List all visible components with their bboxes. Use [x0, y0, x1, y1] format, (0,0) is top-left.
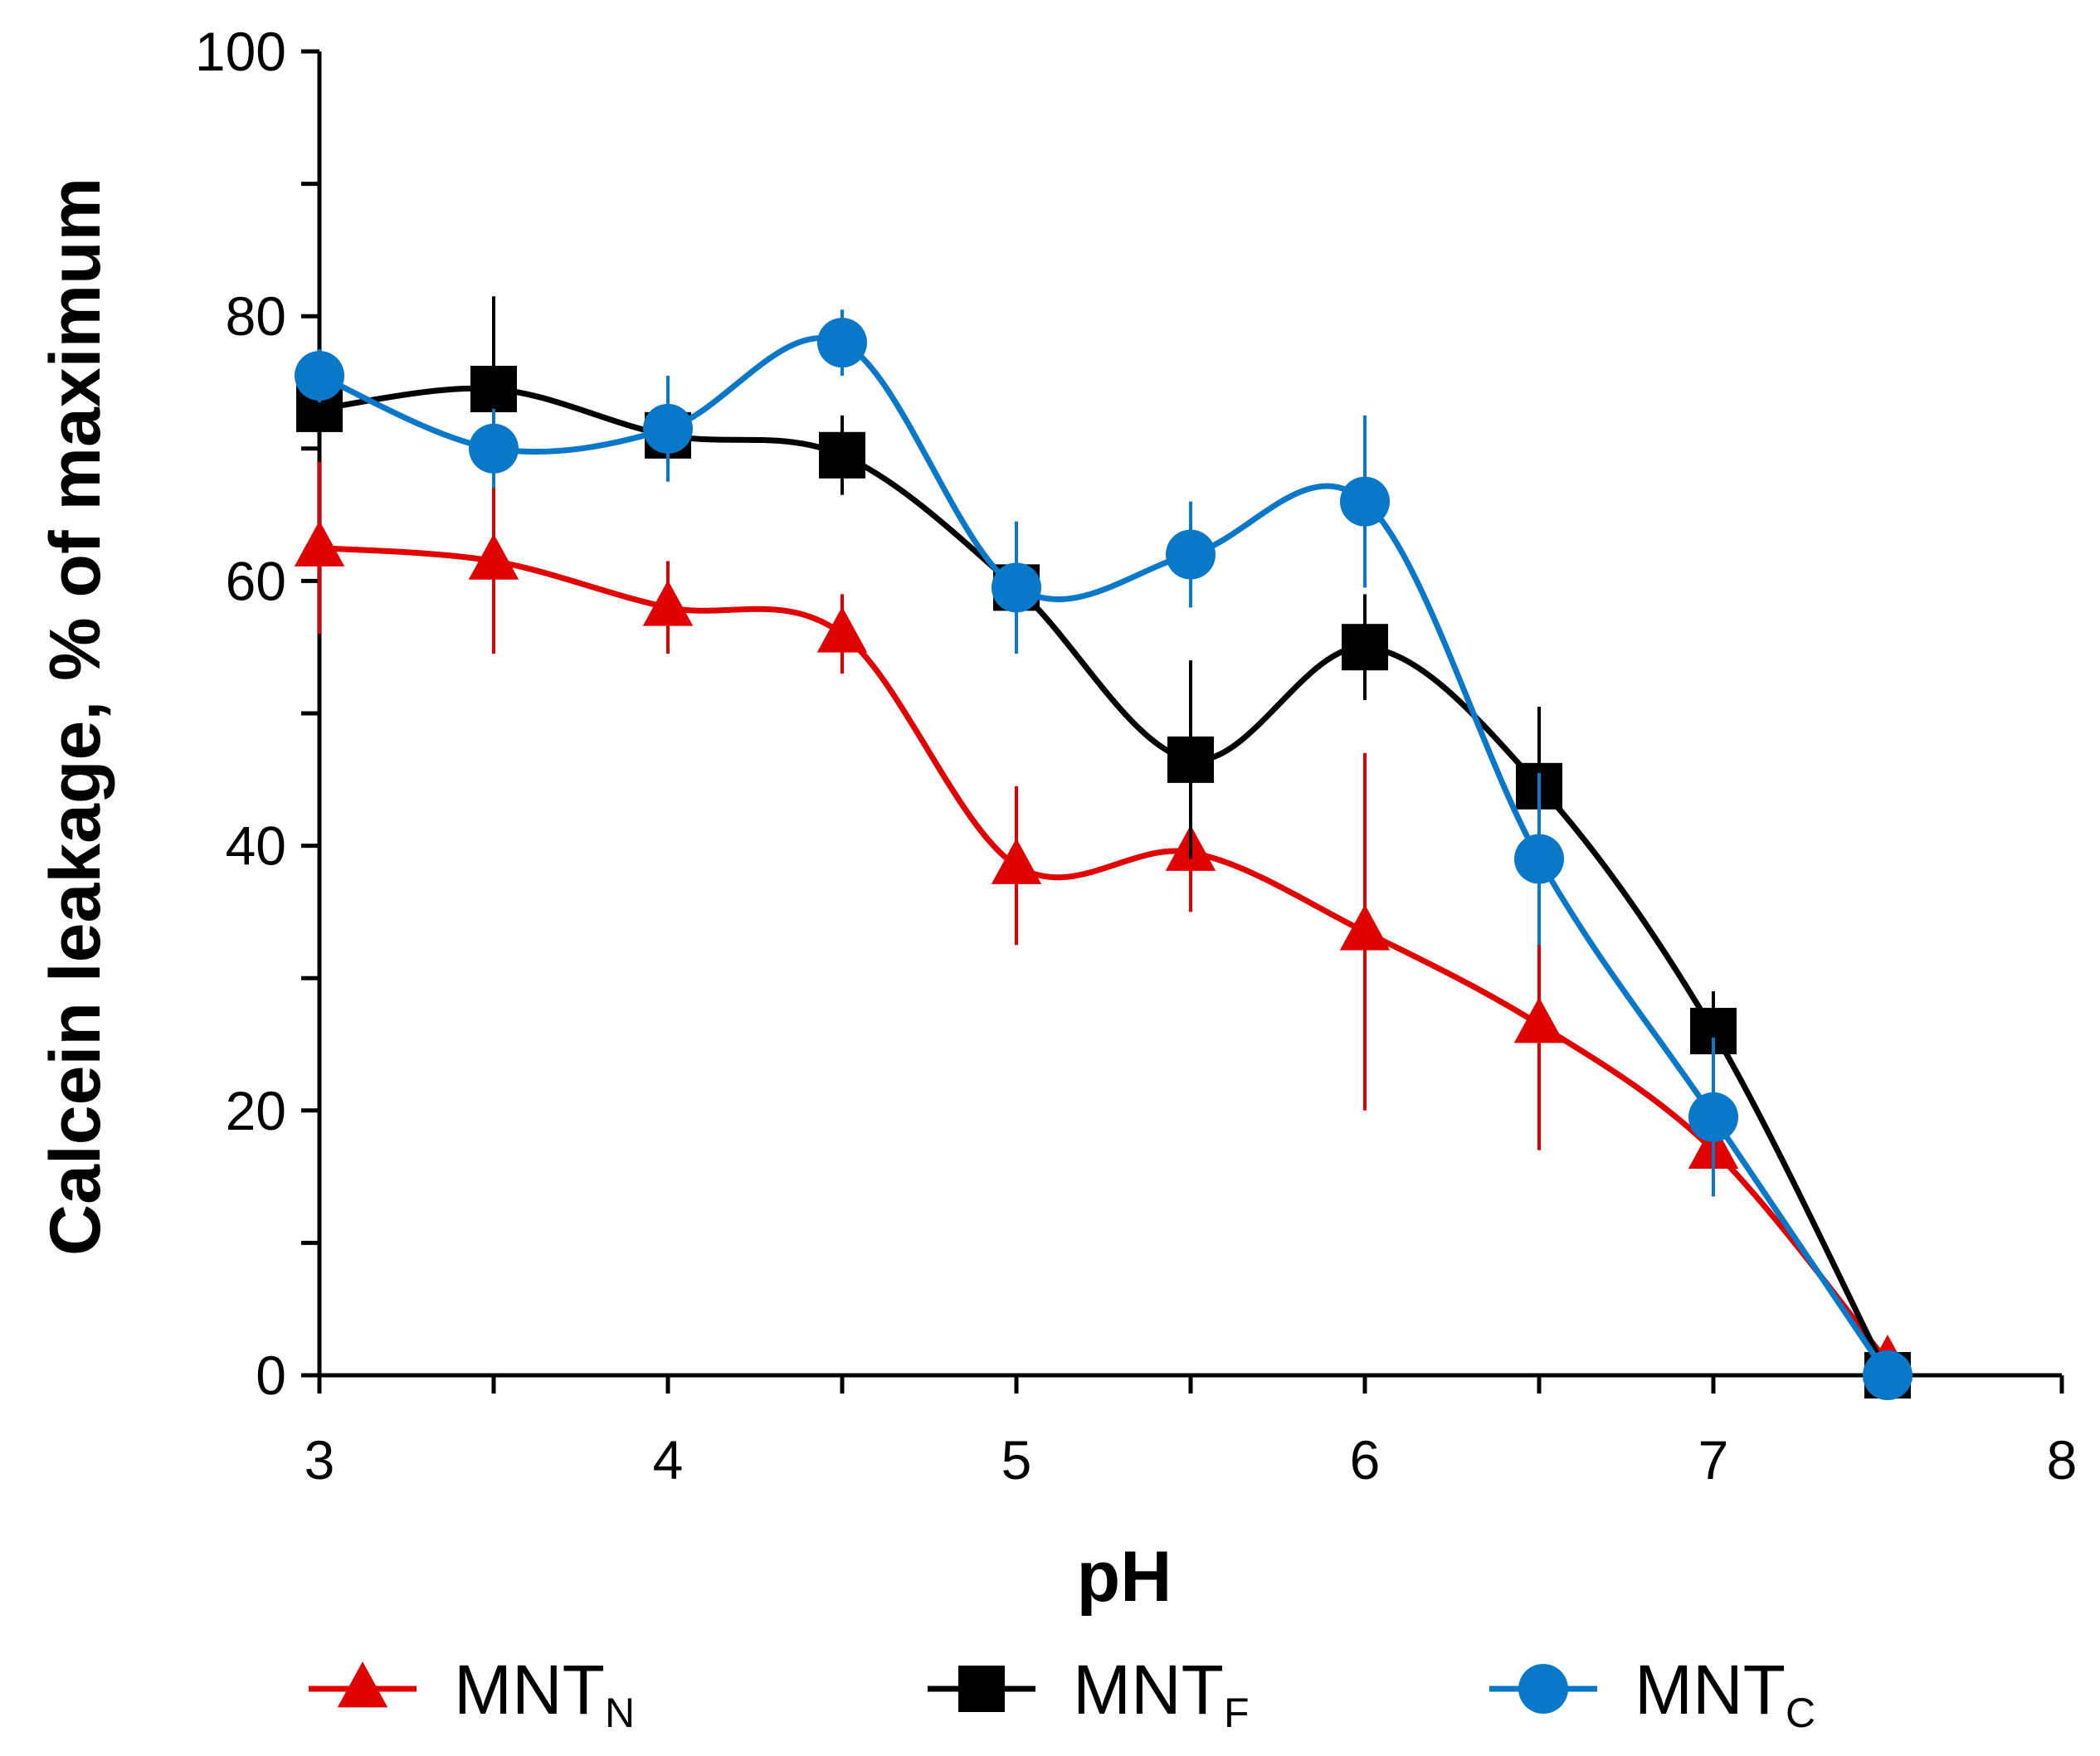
series-line	[319, 545, 1890, 1364]
data-point	[1688, 1092, 1738, 1142]
data-point	[1166, 529, 1216, 580]
legend-label: MNTN	[454, 1651, 635, 1736]
x-tick-label: 4	[653, 1429, 684, 1491]
data-point	[1514, 834, 1564, 884]
data-point	[817, 318, 867, 368]
legend: MNTN MNTF MNTC	[309, 1651, 1815, 1736]
x-tick-label: 3	[305, 1429, 335, 1491]
legend-item-circle: MNTC	[1489, 1651, 1815, 1736]
data-point	[1339, 904, 1391, 951]
x-tick-label: 7	[1698, 1429, 1729, 1491]
axes: 0 20 40 60 80 100 3 4 5 6 7 8	[195, 21, 2077, 1491]
x-axis-title: pH	[1077, 1537, 1172, 1617]
data-point	[469, 423, 519, 474]
y-tick-label: 20	[226, 1080, 286, 1141]
data-point	[1513, 997, 1565, 1043]
y-axis-title: Calcein leakage, % of maximum	[36, 178, 115, 1256]
y-tick-label: 40	[226, 815, 286, 877]
data-point	[295, 351, 344, 401]
legend-subscript: F	[1224, 1690, 1250, 1736]
x-tick-label: 8	[2047, 1429, 2078, 1491]
legend-subscript: C	[1786, 1690, 1815, 1736]
y-tick-label: 80	[226, 285, 286, 347]
data-point	[992, 562, 1041, 613]
series-layer	[294, 296, 1913, 1400]
data-point	[991, 838, 1042, 884]
series-line	[319, 385, 1891, 1377]
data-point	[819, 431, 865, 479]
data-point	[1340, 476, 1390, 527]
series-square	[296, 296, 1911, 1398]
legend-label: MNTF	[1073, 1651, 1250, 1736]
data-point	[816, 606, 868, 653]
data-point	[643, 403, 693, 454]
legend-item-square: MNTF	[928, 1651, 1250, 1736]
series-circle	[295, 309, 1912, 1400]
series-triangle	[294, 461, 1913, 1381]
legend-marker	[958, 1666, 1005, 1712]
data-point	[468, 533, 519, 580]
legend-marker	[337, 1661, 388, 1708]
y-tick-label: 60	[226, 550, 286, 611]
data-point	[1342, 624, 1388, 671]
x-tick-label: 6	[1350, 1429, 1381, 1491]
legend-item-triangle: MNTN	[309, 1651, 635, 1736]
x-tick-label: 5	[1001, 1429, 1032, 1491]
y-tick-label: 0	[256, 1345, 286, 1406]
legend-label: MNTC	[1635, 1651, 1815, 1736]
data-point	[642, 580, 694, 626]
legend-marker	[1518, 1664, 1568, 1714]
y-tick-label: 100	[195, 21, 286, 82]
data-point	[1167, 736, 1214, 783]
data-point	[470, 365, 517, 412]
data-point	[1863, 1350, 1912, 1400]
series-line	[318, 335, 1890, 1377]
legend-subscript: N	[605, 1690, 635, 1736]
data-point	[294, 520, 345, 567]
